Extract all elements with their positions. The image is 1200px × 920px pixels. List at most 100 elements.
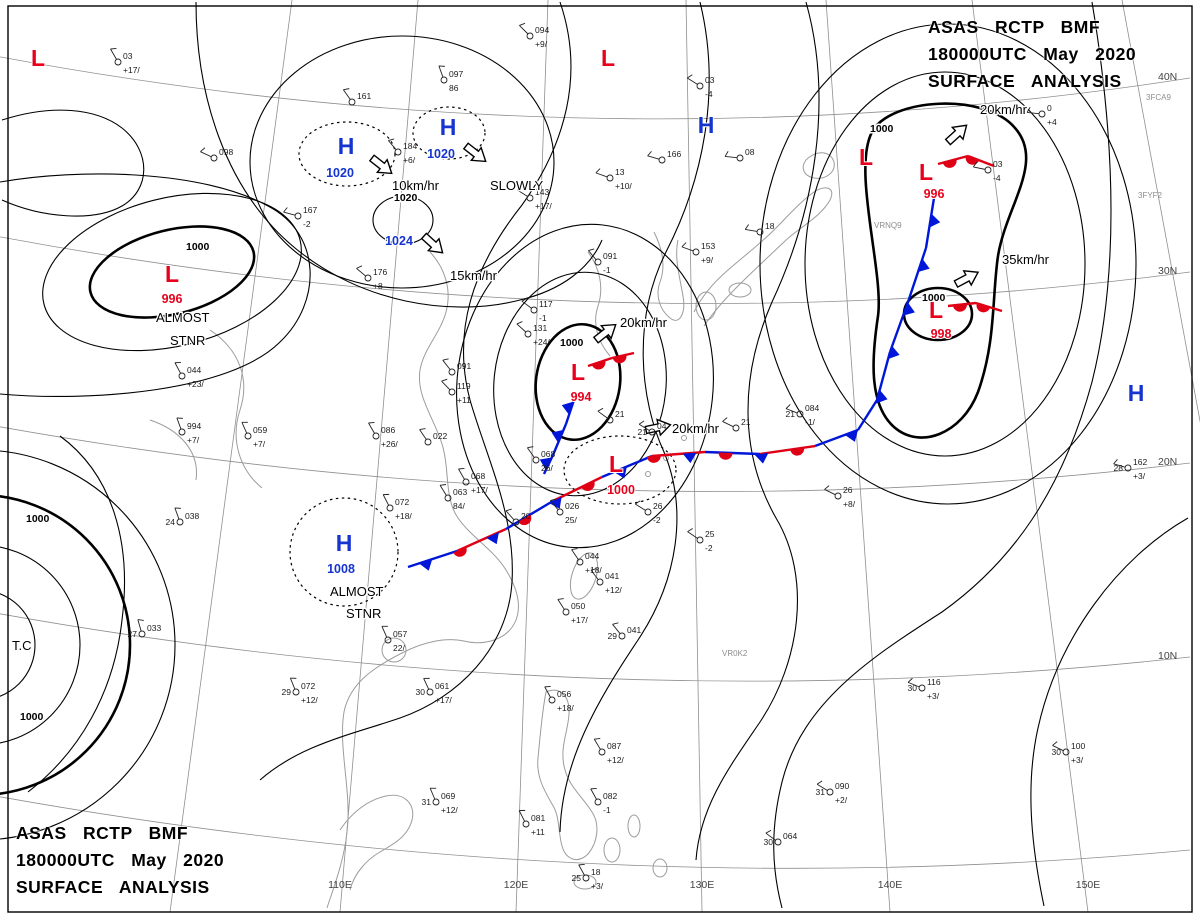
front-line-cold bbox=[551, 423, 568, 456]
cold-front-symbol bbox=[876, 389, 888, 404]
station-value: 068 bbox=[471, 471, 485, 481]
meridian-150e bbox=[971, 0, 1089, 913]
lat-label: 20N bbox=[1158, 456, 1177, 468]
annotation: 20km/hr bbox=[620, 315, 668, 330]
station-value: 084 bbox=[805, 403, 819, 413]
movement-arrow bbox=[462, 142, 487, 163]
cold-front-symbol bbox=[561, 401, 574, 415]
station-value: 041 bbox=[605, 571, 619, 581]
warm-front-symbol bbox=[453, 546, 467, 557]
coast-ph-island-4 bbox=[652, 858, 668, 878]
wind-barb bbox=[458, 468, 465, 480]
station-value: +12/ bbox=[605, 585, 622, 595]
station-value: 131 bbox=[533, 323, 547, 333]
station-circle bbox=[462, 478, 470, 486]
cold-front-symbol bbox=[549, 496, 562, 509]
station-circle bbox=[598, 748, 606, 756]
coast-luzon bbox=[537, 689, 598, 861]
station-value: 21 bbox=[638, 427, 648, 437]
station-value: 26 bbox=[653, 501, 663, 511]
wind-barb-tick bbox=[516, 321, 523, 325]
station-value: 25 bbox=[572, 873, 582, 883]
wind-barb-tick bbox=[594, 738, 601, 740]
station-circle bbox=[178, 372, 186, 380]
isobar-label: 1000 bbox=[20, 711, 44, 723]
cold-front-symbol bbox=[682, 452, 697, 464]
station-value: 033 bbox=[147, 623, 161, 633]
station-value: 022 bbox=[433, 431, 447, 441]
wind-barb bbox=[241, 422, 248, 434]
station-circle bbox=[648, 428, 656, 436]
station-circle bbox=[526, 194, 534, 202]
station-circle bbox=[364, 274, 372, 282]
isobar-1000 bbox=[0, 495, 132, 795]
pressure-value: 1020 bbox=[326, 166, 354, 180]
front-line-cold bbox=[856, 399, 879, 431]
isobars-thick bbox=[0, 102, 1028, 795]
station-value: 21 bbox=[615, 409, 625, 419]
station-value: 068 bbox=[541, 449, 555, 459]
station-circle bbox=[1038, 110, 1046, 118]
parallel-20n bbox=[0, 426, 1191, 492]
front-line-warm bbox=[937, 154, 969, 166]
isobar-dashed bbox=[298, 121, 396, 187]
isobar bbox=[559, 1, 710, 833]
isobar-label: 1000 bbox=[560, 337, 584, 349]
station-circle bbox=[444, 494, 452, 502]
wind-barb-tick bbox=[441, 378, 448, 382]
coastlines bbox=[149, 152, 835, 909]
station-value: 094 bbox=[535, 25, 549, 35]
wind-barb bbox=[368, 422, 375, 434]
isobar-dashed bbox=[563, 435, 677, 505]
station-value: 161 bbox=[357, 91, 371, 101]
annotation: STNR bbox=[346, 606, 381, 621]
station-circle bbox=[532, 456, 540, 464]
warm-front-symbol bbox=[976, 303, 991, 313]
cold-front-symbol bbox=[539, 457, 552, 471]
station-value: -1 bbox=[603, 805, 611, 815]
wind-barb-tick bbox=[687, 528, 693, 532]
wind-barb-tick bbox=[597, 407, 604, 412]
coast-ryukyu-1 bbox=[645, 471, 651, 477]
station-value: 0 bbox=[1047, 103, 1052, 113]
wind-barb-tick bbox=[419, 428, 426, 431]
station-value: -4 bbox=[705, 89, 713, 99]
front-line-stationary bbox=[456, 527, 507, 553]
station-value: 059 bbox=[253, 425, 267, 435]
station-circle bbox=[692, 248, 700, 256]
lon-label: 140E bbox=[878, 879, 903, 891]
station-value: 13 bbox=[615, 167, 625, 177]
wind-barb bbox=[725, 155, 738, 159]
station-circle bbox=[424, 438, 432, 446]
wind-barb bbox=[647, 155, 660, 160]
station-circle bbox=[530, 306, 538, 314]
isobar bbox=[372, 195, 434, 245]
cold-front-symbol bbox=[754, 452, 769, 464]
station-circle bbox=[178, 428, 186, 436]
wind-barb bbox=[571, 549, 579, 560]
pressure-low-letter: L bbox=[571, 359, 585, 385]
coast-indochina bbox=[339, 794, 414, 891]
station-circle bbox=[394, 148, 402, 156]
coast-yellow-sea bbox=[587, 251, 611, 357]
lat-label: 40N bbox=[1158, 71, 1177, 83]
chart-datetime: 180000UTC May 2020 bbox=[16, 850, 225, 870]
station-circle bbox=[918, 684, 926, 692]
isobar-dashed bbox=[412, 106, 486, 160]
station-value: 064 bbox=[783, 831, 797, 841]
station-value: +8/ bbox=[843, 499, 856, 509]
front-line-warm bbox=[967, 154, 995, 168]
wind-barb bbox=[1027, 111, 1040, 115]
isobar-1000 bbox=[864, 102, 1028, 439]
wind-barb bbox=[174, 507, 180, 520]
annotation: 10km/hr bbox=[392, 178, 440, 193]
pressure-value: 1024 bbox=[385, 234, 413, 248]
station-circle bbox=[426, 688, 434, 696]
wind-barb-tick bbox=[1026, 107, 1031, 113]
station-circle bbox=[658, 156, 666, 164]
wind-barb bbox=[517, 189, 528, 197]
pressure-low-letter: L bbox=[31, 45, 45, 71]
wind-barb-tick bbox=[521, 297, 528, 302]
station-circle bbox=[1062, 748, 1070, 756]
annotation: ALMOST bbox=[330, 584, 384, 599]
